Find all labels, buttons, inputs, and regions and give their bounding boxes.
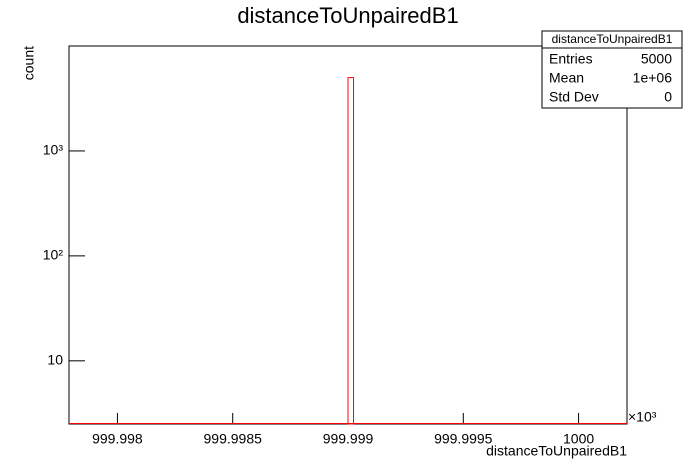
stats-value: 5000 <box>641 51 672 67</box>
histogram-bar <box>347 77 355 425</box>
y-tick-label: 10² <box>43 247 64 263</box>
stats-value: 0 <box>664 89 672 105</box>
x-tick-label: 999.999 <box>323 431 374 447</box>
x-tick-label: 1000 <box>563 431 594 447</box>
y-axis-label: count <box>21 46 37 80</box>
x-axis-label: distanceToUnpairedB1 <box>486 443 627 459</box>
stats-frame <box>541 30 683 109</box>
stats-box: distanceToUnpairedB1 Entries 5000 Mean 1… <box>541 30 683 109</box>
stats-key: Entries <box>549 51 593 67</box>
stats-key: Mean <box>549 70 584 86</box>
y-tick-label: 10³ <box>43 142 64 158</box>
x-multiplier: ×10³ <box>628 409 657 425</box>
y-tick-label: 10 <box>47 352 63 368</box>
stats-key: Std Dev <box>549 89 599 105</box>
x-tick-label: 999.9985 <box>204 431 263 447</box>
chart-title: distanceToUnpairedB1 <box>237 3 458 28</box>
stats-value: 1e+06 <box>633 70 673 86</box>
stats-title: distanceToUnpairedB1 <box>552 32 673 46</box>
x-tick-label: 999.9995 <box>434 431 493 447</box>
x-tick-label: 999.998 <box>92 431 143 447</box>
